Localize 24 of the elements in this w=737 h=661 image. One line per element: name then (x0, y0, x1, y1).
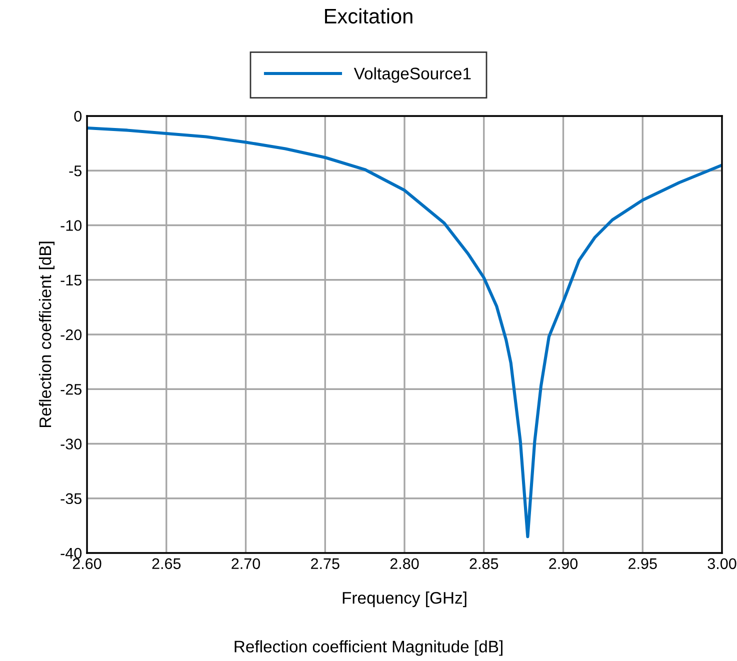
y-tick-label: -30 (60, 438, 82, 450)
y-tick-label: -25 (60, 384, 82, 395)
x-tick-label: 2.80 (390, 558, 419, 570)
y-axis-title: Reflection coefficient [dB] (38, 242, 55, 428)
y-tick-label: -15 (60, 274, 82, 286)
legend-label: VoltageSource1 (354, 67, 471, 83)
x-tick-label: 2.90 (549, 558, 578, 570)
y-tick-label: -5 (69, 166, 82, 176)
chart-title: Excitation (325, 8, 412, 24)
y-tick-label: 0 (74, 110, 82, 122)
y-tick-label: -40 (60, 548, 82, 559)
x-tick-label: 2.65 (152, 558, 181, 570)
x-axis-title: Frequency [GHz] (342, 592, 466, 608)
x-tick-label: 2.75 (311, 558, 340, 570)
line-series (87, 126, 722, 538)
y-tick-label: -35 (60, 493, 82, 504)
y-tick-label: -10 (60, 220, 82, 231)
x-tick-label: 2.85 (470, 558, 498, 570)
text: Reflection coefficient Magnitude [dB] (234, 640, 502, 656)
x-tick-label: 2.95 (628, 558, 657, 570)
x-tick-label: 2.70 (232, 558, 260, 570)
x-tick-label: 2.60 (72, 558, 102, 570)
x-tick-label: 3.00 (708, 558, 736, 570)
y-tick-label: -20 (60, 329, 82, 340)
